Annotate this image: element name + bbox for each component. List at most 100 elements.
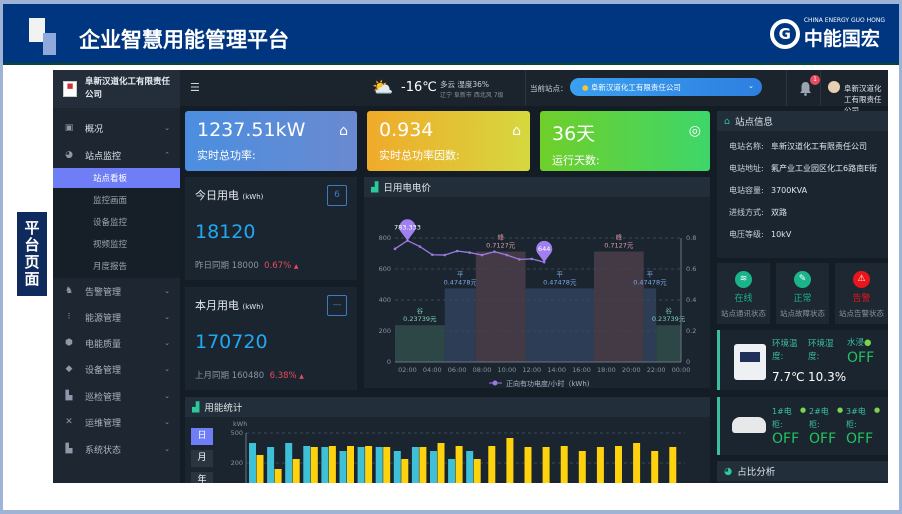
info-value: 10kV xyxy=(771,229,792,239)
price-band-bar xyxy=(475,251,526,362)
bar-series-2 xyxy=(437,443,445,483)
line-point xyxy=(530,257,534,261)
band-price: 0.23739元 xyxy=(403,315,437,323)
bar-series-1 xyxy=(303,446,311,483)
sidebar-item[interactable]: ◕ 站点监控 ⌃ xyxy=(53,145,180,165)
menu-toggle-icon[interactable]: ☰ xyxy=(190,81,200,94)
x-tick: 04:00 xyxy=(423,366,442,374)
site-value: 阜新汉道化工有限责任公司 xyxy=(590,83,681,92)
status-dot-icon: ● xyxy=(874,406,881,414)
logo-mark-icon: G xyxy=(769,19,800,49)
subitem-label: 监控画面 xyxy=(93,196,128,206)
house-power-icon: ⌂ xyxy=(339,123,348,139)
user-name[interactable]: 阜新汉道化工有限责任公司 xyxy=(844,84,882,115)
status-label: 站点故障状态 xyxy=(780,309,825,318)
info-key: 电站容量: xyxy=(729,185,764,195)
chevron-down-icon: ⌄ xyxy=(164,339,170,347)
y-tick: 1,500 xyxy=(230,429,243,437)
sidebar-item-label: 概况 xyxy=(85,124,104,135)
sidebar-subitem[interactable]: 站点看板 xyxy=(53,168,180,188)
band-price: 0.47478元 xyxy=(633,278,667,286)
y2-tick: 0.2 xyxy=(686,327,696,335)
sensor-device-image xyxy=(734,344,766,380)
bar-series-2 xyxy=(292,459,300,483)
today-value: 18120 xyxy=(195,221,256,243)
slide-title: 企业智慧用能管理平台 xyxy=(79,28,289,52)
sidebar-subitem[interactable]: 月度报告 xyxy=(53,256,180,276)
temp-value: 7.7℃ xyxy=(772,370,805,384)
subitem-label: 视频监控 xyxy=(93,240,128,250)
info-row: 电站名称: 阜新汉道化工有限责任公司 xyxy=(717,135,888,157)
cabinet-value: OFF xyxy=(809,431,837,447)
y-tick: 800 xyxy=(379,234,391,242)
chevron-down-icon: ⌄ xyxy=(164,124,170,132)
sidebar-item[interactable]: ⬢ 电能质量 ⌄ xyxy=(53,333,180,353)
bar-series-1 xyxy=(430,451,437,483)
bell-icon[interactable] xyxy=(799,81,812,96)
chevron-down-icon: ⌄ xyxy=(748,82,754,90)
y-axis-label: kWh xyxy=(233,420,247,428)
sidebar-item[interactable]: ▣ 概况 ⌄ xyxy=(53,118,180,138)
slide-header: 企业智慧用能管理平台 G CHINA ENERGY GUO HONG 中能国宏 xyxy=(3,4,899,65)
info-key: 电压等级: xyxy=(729,229,764,239)
site-select[interactable]: ● 阜新汉道化工有限责任公司 ⌄ xyxy=(570,78,762,96)
range-button[interactable]: 日 xyxy=(191,428,213,445)
house-icon: ⌂ xyxy=(724,115,731,127)
subitem-label: 站点看板 xyxy=(93,174,128,184)
sidebar-item-label: 站点监控 xyxy=(85,151,122,162)
bar-chart-icon: ▙ xyxy=(65,444,73,454)
bar-series-1 xyxy=(411,447,419,483)
cmp-value: 18000 xyxy=(231,261,259,271)
bar-series-2 xyxy=(488,446,496,483)
sidebar-item[interactable]: ✕ 运维管理 ⌄ xyxy=(53,412,180,432)
legend-label[interactable]: 正向有功电度/小时（kWh) xyxy=(506,379,590,388)
sidebar-subitem[interactable]: 视频监控 xyxy=(53,234,180,254)
band-name: 峰 xyxy=(616,233,623,242)
info-value: 氟产业工业园区化工6路南E街 xyxy=(771,163,878,173)
range-button[interactable]: 月 xyxy=(191,450,213,467)
dashboard-screenshot: ■ 阜新汉道化工有限责任公司 ▣ 概况 ⌄ ◕ 站点监控 ⌃ ♞ 告警管理 ⌄ ⁝ 能源管理 ⌄ ⬢ 电能质… xyxy=(53,70,888,483)
card-value: 36天 xyxy=(552,123,596,145)
sidebar-subitem[interactable]: 监控画面 xyxy=(53,190,180,210)
status-label: 站点通讯状态 xyxy=(721,309,766,318)
x-tick: 02:00 xyxy=(398,366,417,374)
sidebar-item[interactable]: ♞ 告警管理 ⌄ xyxy=(53,281,180,301)
status-dot-icon: ● xyxy=(800,406,807,414)
y2-tick: 0 xyxy=(686,358,690,366)
sidebar-item[interactable]: ⁝ 能源管理 ⌄ xyxy=(53,307,180,327)
bar-chart-icon: ▙ xyxy=(65,391,73,401)
bar-series-1 xyxy=(466,451,474,483)
info-value: 阜新汉道化工有限责任公司 xyxy=(771,141,867,151)
sidebar-item-label: 系统状态 xyxy=(85,445,122,456)
status-tile: ✎ 正常 站点故障状态 xyxy=(776,263,829,324)
band-name: 平 xyxy=(557,270,564,278)
x-tick: 06:00 xyxy=(448,366,467,374)
y2-tick: 0.6 xyxy=(686,265,696,273)
chevron-down-icon: ⌄ xyxy=(164,287,170,295)
panel-title: 占比分析 xyxy=(737,467,776,478)
bar-series-2 xyxy=(560,446,568,483)
sidebar-item[interactable]: ▙ 巡检管理 ⌄ xyxy=(53,386,180,406)
arrow-up-icon: ▲ xyxy=(299,373,304,380)
marker-label: 644 xyxy=(538,245,550,253)
band-price: 0.47478元 xyxy=(543,278,577,286)
bar-series-2 xyxy=(347,446,354,483)
bar-series-2 xyxy=(669,447,677,483)
sidebar-item[interactable]: ◆ 设备管理 ⌄ xyxy=(53,359,180,379)
info-row: 电站地址: 氟产业工业园区化工6路南E街 xyxy=(717,157,888,179)
ratio-panel: ◕ 占比分析 xyxy=(717,461,888,483)
card-label: 运行天数: xyxy=(552,154,600,167)
sidebar-subitem[interactable]: 设备监控 xyxy=(53,212,180,232)
status-state: 在线 xyxy=(734,294,753,304)
band-name: 谷 xyxy=(417,306,424,315)
avatar[interactable] xyxy=(828,81,840,93)
sidebar-item-label: 运维管理 xyxy=(85,418,122,429)
sidebar-item[interactable]: ▙ 系统状态 ⌄ xyxy=(53,439,180,459)
bar-series-2 xyxy=(383,447,391,483)
status-tile: ⚠ 告警 站点告警状态 xyxy=(835,263,888,324)
sidebar: ■ 阜新汉道化工有限责任公司 ▣ 概况 ⌄ ◕ 站点监控 ⌃ ♞ 告警管理 ⌄ ⁝ 能源管理 ⌄ ⬢ 电能质… xyxy=(53,70,180,483)
range-button[interactable]: 年 xyxy=(191,472,213,483)
cabinet-label: 3#电柜: xyxy=(846,407,866,429)
site-label: 当前站点： xyxy=(530,84,568,93)
info-value: 3700KVA xyxy=(771,185,808,195)
